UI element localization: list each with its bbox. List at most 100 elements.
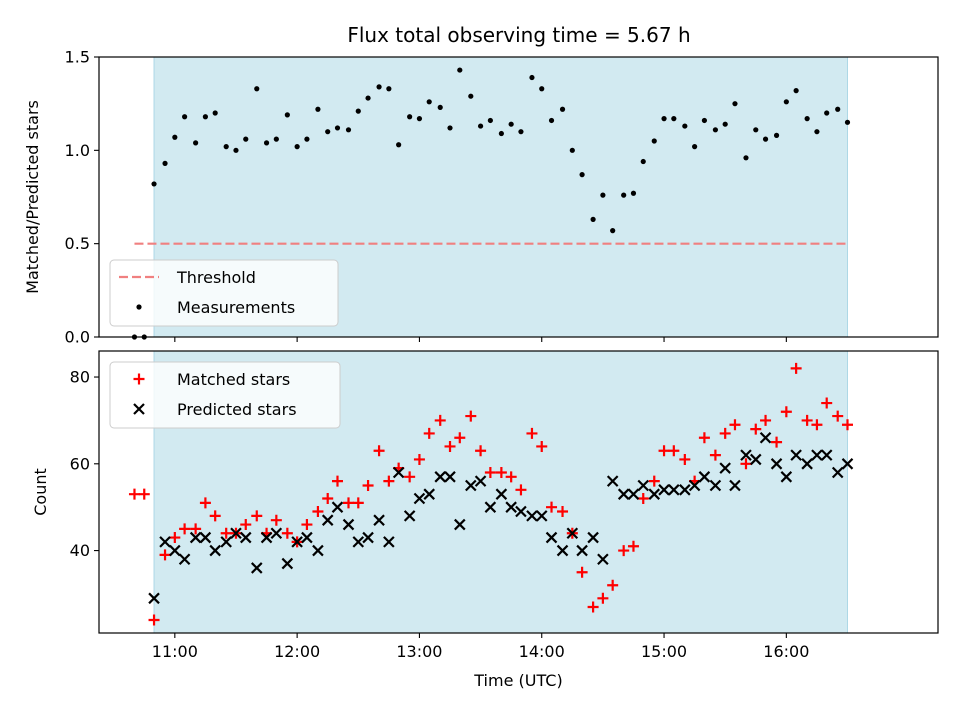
- predicted-stars-point: [342, 518, 355, 531]
- measurement-point: [661, 116, 667, 122]
- predicted-stars-point: [444, 471, 456, 483]
- predicted-stars-point: [403, 510, 416, 522]
- measurement-point: [345, 127, 352, 133]
- legend-matched-label: Matched stars: [177, 370, 290, 389]
- matched-stars-point: [465, 410, 477, 422]
- matched-stars-point: [841, 419, 853, 431]
- measurement-point: [437, 104, 443, 110]
- predicted-stars-point: [178, 553, 191, 566]
- measurement-point: [212, 110, 218, 116]
- matched-stars-point: [709, 449, 721, 461]
- measurement-point: [753, 127, 759, 133]
- matched-stars-point: [760, 414, 772, 426]
- predicted-stars-point: [729, 479, 741, 492]
- measurement-point: [487, 117, 493, 124]
- measurement-point: [743, 155, 749, 161]
- predicted-stars-point: [535, 510, 548, 522]
- matched-stars-point: [658, 445, 670, 457]
- matched-stars-point: [362, 479, 374, 491]
- predicted-stars-point: [801, 458, 813, 470]
- matched-stars-point: [536, 440, 548, 452]
- matched-stars-point: [281, 527, 293, 539]
- measurement-point: [539, 86, 545, 92]
- predicted-stars-point: [331, 501, 344, 513]
- measurement-point: [254, 86, 260, 92]
- legend-threshold-label: Threshold: [176, 268, 256, 287]
- predicted-stars-point: [423, 488, 435, 500]
- predicted-stars-point: [239, 531, 252, 544]
- matched-stars-point: [801, 414, 813, 426]
- y-axis-label: Count: [31, 468, 50, 516]
- matched-stars-point: [729, 419, 741, 431]
- matched-stars-point: [128, 488, 140, 500]
- measurement-point: [243, 136, 249, 142]
- y-tick-label: 60: [70, 454, 90, 473]
- predicted-stars-point: [759, 431, 772, 444]
- matched-stars-point: [668, 445, 680, 457]
- predicted-stars-point: [301, 531, 313, 544]
- predicted-stars-point: [352, 536, 365, 548]
- measurement-point: [844, 119, 851, 125]
- legend-box: [109, 259, 339, 327]
- predicted-stars-point: [545, 531, 558, 544]
- matched-stars-point: [270, 514, 282, 526]
- ratio-panel: 0.0 0.5 1.0 1.5 Matched/Predicted stars Thres…: [23, 48, 939, 347]
- matched-stars-point: [404, 471, 416, 483]
- measurement-point: [835, 106, 841, 112]
- predicted-stars-point: [597, 553, 609, 566]
- measurement-point: [651, 138, 657, 144]
- matched-stars-point: [832, 410, 844, 422]
- predicted-stars-point: [505, 501, 517, 513]
- predicted-stars-point: [220, 536, 232, 548]
- measurement-point: [468, 93, 474, 99]
- matched-stars-point: [383, 475, 395, 487]
- measurement-point: [284, 112, 290, 118]
- series-predicted-stars: [148, 431, 854, 605]
- matched-stars-point: [557, 506, 569, 518]
- matched-stars-point: [637, 493, 649, 505]
- measurement-point: [396, 142, 402, 148]
- measurement-point: [172, 134, 178, 140]
- measurement-point: [457, 67, 463, 73]
- measurement-point: [193, 140, 199, 146]
- measurement-point: [426, 99, 432, 105]
- predicted-stars-point: [312, 544, 324, 557]
- measurement-point: [793, 88, 799, 94]
- matched-stars-point: [698, 432, 710, 444]
- matched-stars-point: [301, 519, 313, 531]
- predicted-stars-point: [495, 488, 508, 500]
- predicted-stars-point: [566, 527, 579, 539]
- predicted-stars-point: [199, 531, 212, 544]
- matched-stars-point: [780, 406, 792, 418]
- matched-stars-point: [169, 532, 181, 544]
- measurement-point: [365, 95, 371, 101]
- predicted-stars-point: [291, 536, 303, 548]
- x-tick-label: 13:00: [396, 642, 442, 661]
- y-tick-label: 40: [70, 541, 90, 560]
- predicted-stars-point: [484, 501, 497, 513]
- measurement-point: [590, 216, 596, 222]
- matched-stars-point: [576, 566, 588, 578]
- measurement-point: [386, 86, 392, 92]
- measurement-point: [804, 116, 810, 122]
- predicted-stars-point: [260, 531, 273, 544]
- measurement-point: [630, 190, 637, 196]
- measurement-point: [682, 123, 688, 129]
- measurement-point: [355, 108, 361, 114]
- predicted-stars-point: [648, 488, 661, 500]
- measurement-point: [773, 132, 780, 138]
- x-tick-label: 14:00: [519, 642, 565, 661]
- predicted-stars-point: [698, 471, 711, 483]
- predicted-stars-point: [606, 475, 619, 487]
- measurement-point: [416, 116, 423, 122]
- predicted-stars-point: [148, 592, 160, 605]
- measurement-point: [151, 181, 157, 187]
- matched-stars-point: [434, 414, 446, 426]
- predicted-stars-point: [383, 536, 395, 548]
- legend-box: [109, 361, 341, 429]
- measurement-point: [701, 117, 708, 124]
- measurement-point: [334, 125, 341, 131]
- y-tick-label: 0.5: [65, 234, 90, 253]
- predicted-stars-point: [556, 544, 569, 557]
